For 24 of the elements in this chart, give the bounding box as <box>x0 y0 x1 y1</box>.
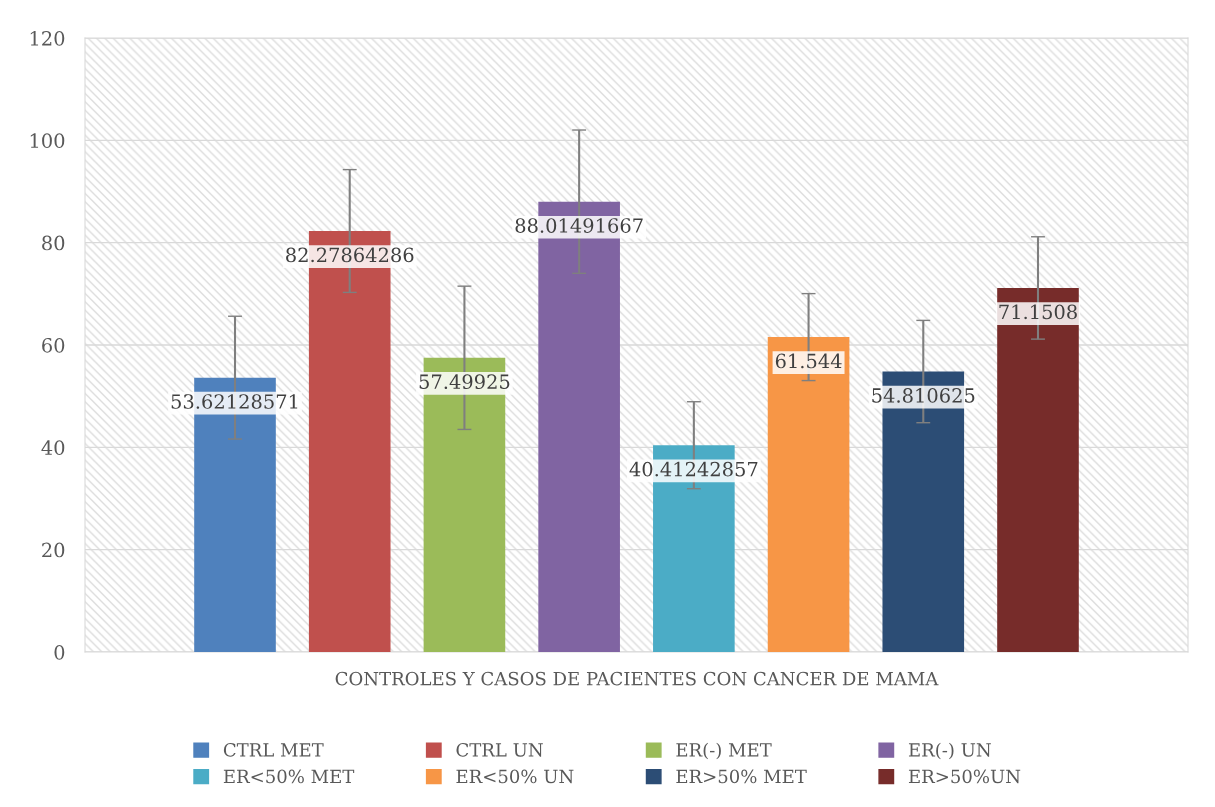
data-label: 88.01491667 <box>515 218 643 233</box>
data-label: 61.544 <box>775 353 842 369</box>
data-label: 54.810625 <box>872 388 975 403</box>
legend-label: CTRL UN <box>456 743 543 757</box>
legend-label: ER<50% MET <box>223 769 355 784</box>
y-tick-label: 80 <box>42 235 65 251</box>
y-tick-label: 20 <box>42 542 65 558</box>
data-label: 40.41242857 <box>629 461 758 477</box>
data-label: 53.62128571 <box>171 394 298 409</box>
legend-label: ER<50% UN <box>456 769 574 784</box>
x-tick-label: CONTROLES Y CASOS DE PACIENTES CON CANCER DE MAMA <box>335 671 939 686</box>
data-label: 71.1508 <box>999 304 1077 320</box>
y-tick-label: 0 <box>54 644 65 660</box>
y-tick-label: 100 <box>30 133 65 148</box>
legend-label: ER(-) MET <box>676 742 772 760</box>
y-tick-label: 120 <box>30 30 65 46</box>
data-label: 82.27864286 <box>286 247 414 263</box>
y-tick-label: 40 <box>41 440 65 455</box>
data-label: 57.49925 <box>419 374 510 390</box>
legend-label: ER>50% MET <box>676 769 807 784</box>
legend-label: ER>50%UN <box>908 769 1021 784</box>
y-tick-label: 60 <box>42 337 65 353</box>
legend-label: ER(-) UN <box>908 742 991 760</box>
legend-label: CTRL MET <box>223 743 324 757</box>
